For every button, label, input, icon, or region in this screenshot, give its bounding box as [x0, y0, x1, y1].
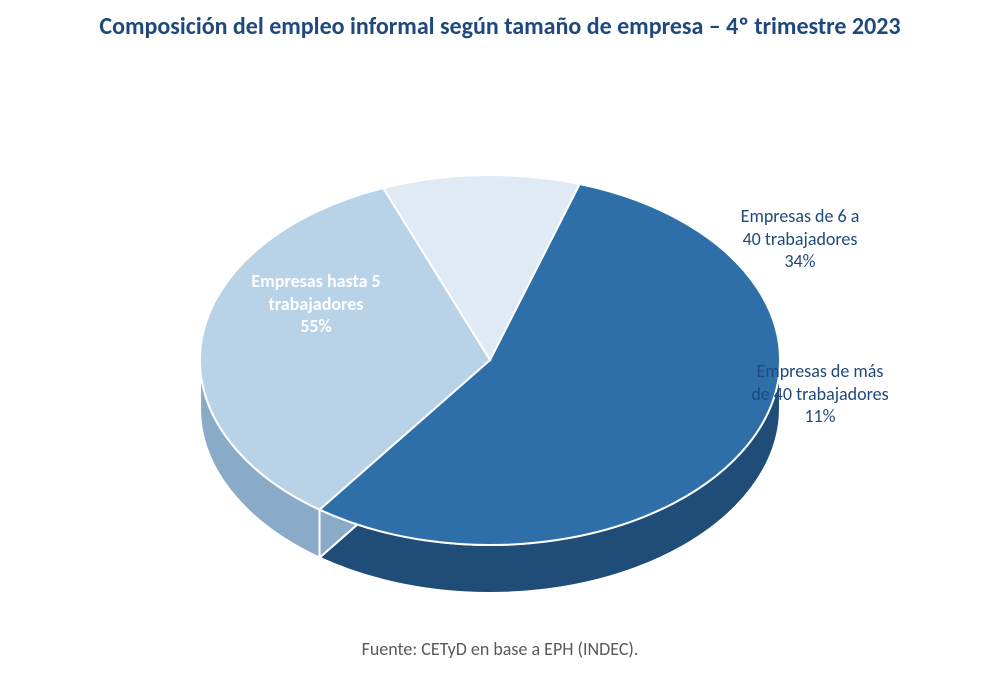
slice-label-2-line2: de 40 trabajadores [720, 383, 920, 406]
chart-container: Composición del empleo informal según ta… [0, 0, 1000, 684]
slice-label-0-line1: Empresas hasta 5 [216, 270, 416, 293]
pie-svg [0, 60, 1000, 600]
slice-label-1-line1: Empresas de 6 a [700, 205, 900, 228]
slice-label-0: Empresas hasta 5 trabajadores 55% [216, 270, 416, 338]
slice-label-0-pct: 55% [216, 315, 416, 338]
pie-chart: Empresas hasta 5 trabajadores 55% Empres… [0, 60, 1000, 600]
slice-label-1-pct: 34% [700, 250, 900, 273]
slice-label-2: Empresas de más de 40 trabajadores 11% [720, 360, 920, 428]
slice-label-1-line2: 40 trabajadores [700, 228, 900, 251]
chart-title: Composición del empleo informal según ta… [0, 12, 1000, 41]
chart-footer: Fuente: CETyD en base a EPH (INDEC). [0, 638, 1000, 660]
slice-label-1: Empresas de 6 a 40 trabajadores 34% [700, 205, 900, 273]
slice-label-0-line2: trabajadores [216, 293, 416, 316]
slice-label-2-pct: 11% [720, 405, 920, 428]
slice-label-2-line1: Empresas de más [720, 360, 920, 383]
